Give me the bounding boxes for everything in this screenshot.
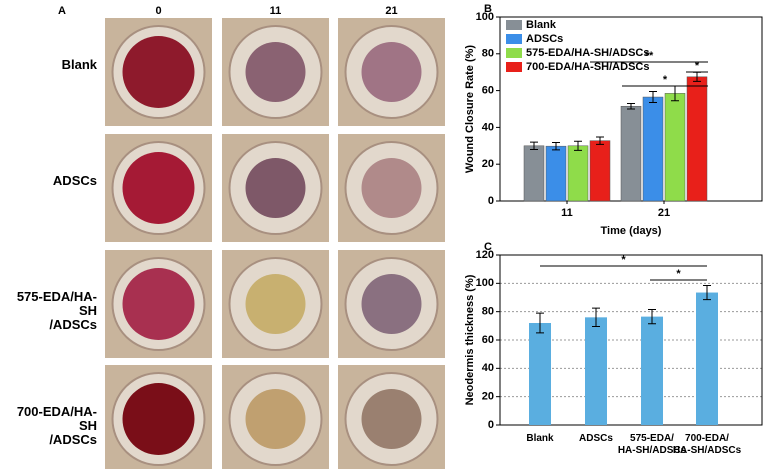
panel-label: A [58, 5, 66, 17]
bar [545, 145, 567, 202]
legend-swatch [506, 34, 522, 44]
significance-label: * [621, 254, 626, 266]
legend-label: ADSCs [526, 33, 563, 45]
bar [642, 96, 664, 202]
error-bar [536, 312, 544, 334]
x-tick-label: Blank [526, 433, 554, 444]
error-bar [596, 136, 604, 145]
y-tick-label: 20 [482, 391, 494, 403]
bar [567, 145, 589, 202]
significance-label: ** [645, 50, 654, 62]
y-tick-label: 20 [482, 158, 494, 170]
error-bar [574, 140, 582, 151]
row-label: 700-EDA/HA-SH /ADSCs [16, 404, 97, 447]
significance-label: * [676, 268, 681, 280]
significance-label: * [663, 74, 668, 86]
photo-wound [122, 268, 195, 340]
row-label: ADSCs [52, 173, 97, 188]
legend-label: Blank [526, 19, 557, 31]
y-axis-label: Neodermis thickness (%) [464, 274, 476, 405]
panel-label: C [484, 241, 492, 253]
y-tick-label: 60 [482, 334, 494, 346]
error-bar [530, 141, 538, 150]
legend-label: 575-EDA/HA-SH/ADSCs [526, 47, 649, 59]
error-bar [592, 307, 600, 328]
y-tick-label: 100 [476, 277, 494, 289]
y-tick-label: 80 [482, 306, 494, 318]
x-axis-label: Time (days) [601, 225, 662, 237]
y-tick-label: 120 [476, 249, 494, 261]
column-label: 11 [270, 5, 282, 17]
x-tick-label: 700-EDA/ HA-SH/ADSCs [672, 433, 742, 456]
x-tick-label: ADSCs [579, 433, 613, 444]
error-bar [648, 309, 656, 325]
bar [523, 145, 545, 202]
x-tick-label: 11 [561, 207, 573, 219]
bar [529, 323, 551, 425]
row-label: 575-EDA/HA-SH /ADSCs [16, 289, 97, 332]
error-bar [649, 91, 657, 104]
photo-wound [361, 274, 422, 334]
y-tick-label: 80 [482, 48, 494, 60]
error-bar [703, 284, 711, 301]
x-tick-label: 575-EDA/ HA-SH/ADSCs [617, 433, 687, 456]
bar [696, 292, 718, 425]
photo-wound [122, 152, 195, 224]
error-bar [552, 141, 560, 151]
bar [620, 105, 642, 202]
legend-swatch [506, 62, 522, 72]
y-tick-label: 0 [488, 195, 494, 207]
y-tick-label: 40 [482, 121, 494, 133]
photo-wound [361, 389, 422, 449]
y-tick-label: 40 [482, 362, 494, 374]
legend-swatch [506, 48, 522, 58]
y-tick-label: 60 [482, 85, 494, 97]
bar [686, 76, 708, 202]
photo-wound [245, 274, 306, 334]
significance-label: * [695, 60, 700, 72]
bar [585, 317, 607, 425]
legend-swatch [506, 20, 522, 30]
y-tick-label: 100 [476, 11, 494, 23]
panel-label: B [484, 3, 492, 15]
photo-wound [245, 42, 306, 102]
x-tick-label: 21 [658, 207, 670, 219]
photo-wound [122, 383, 195, 455]
photo-wound [361, 42, 422, 102]
photo-wound [122, 36, 195, 108]
photo-wound [245, 389, 306, 449]
error-bar [627, 102, 635, 110]
y-tick-label: 0 [488, 419, 494, 431]
column-label: 0 [155, 5, 161, 17]
bar [641, 316, 663, 425]
bar [664, 93, 686, 202]
photo-wound [245, 158, 306, 218]
row-label: Blank [61, 57, 97, 72]
plot-frame [499, 254, 763, 426]
y-axis-label: Wound Closure Rate (%) [464, 45, 476, 173]
bar [589, 140, 611, 202]
column-label: 21 [385, 5, 397, 17]
legend-label: 700-EDA/HA-SH/ADSCs [526, 61, 649, 73]
photo-wound [361, 158, 422, 218]
